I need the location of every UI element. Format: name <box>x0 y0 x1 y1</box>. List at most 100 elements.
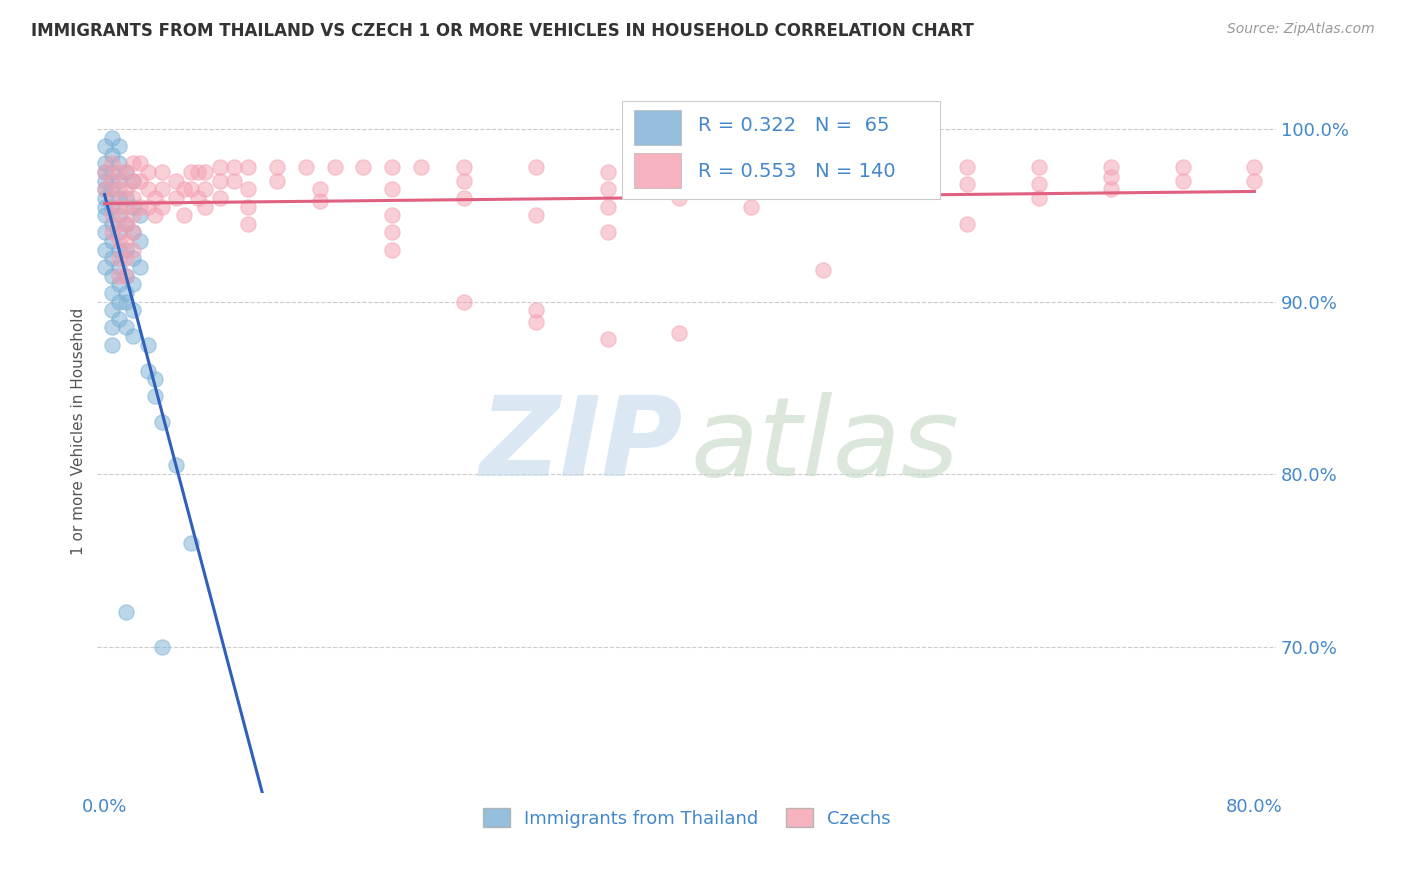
Point <box>93 182 115 196</box>
Point <box>309 194 332 209</box>
Point <box>136 200 159 214</box>
Point <box>668 191 690 205</box>
Point <box>108 268 131 283</box>
Point <box>100 130 122 145</box>
Point <box>100 208 122 222</box>
Point <box>187 165 209 179</box>
Point <box>115 217 138 231</box>
Point <box>194 182 217 196</box>
Point <box>524 160 547 174</box>
Point <box>208 174 231 188</box>
Point <box>115 200 138 214</box>
Point <box>108 260 131 274</box>
Point <box>122 200 145 214</box>
Point <box>294 160 316 174</box>
Point <box>100 268 122 283</box>
Point <box>93 208 115 222</box>
Point <box>93 156 115 170</box>
Point <box>238 217 260 231</box>
Point <box>122 191 145 205</box>
Point <box>208 191 231 205</box>
Text: IMMIGRANTS FROM THAILAND VS CZECH 1 OR MORE VEHICLES IN HOUSEHOLD CORRELATION CH: IMMIGRANTS FROM THAILAND VS CZECH 1 OR M… <box>31 22 974 40</box>
Point <box>122 226 145 240</box>
Point <box>453 191 475 205</box>
Point <box>453 160 475 174</box>
Point <box>122 243 145 257</box>
Point <box>93 191 115 205</box>
Point <box>381 182 404 196</box>
Point <box>136 363 159 377</box>
Point <box>108 217 131 231</box>
Point <box>129 260 152 274</box>
Point <box>1243 174 1265 188</box>
Point <box>115 182 138 196</box>
Point <box>136 165 159 179</box>
Point <box>1099 160 1122 174</box>
Point <box>100 337 122 351</box>
Point <box>143 389 166 403</box>
Point <box>115 165 138 179</box>
Point <box>122 277 145 292</box>
Point <box>222 160 245 174</box>
Point <box>122 156 145 170</box>
FancyBboxPatch shape <box>621 101 941 199</box>
Point <box>740 200 762 214</box>
Point <box>1028 177 1050 191</box>
Text: atlas: atlas <box>690 392 959 499</box>
Point <box>136 337 159 351</box>
Point <box>1099 170 1122 185</box>
Point <box>115 320 138 334</box>
Point <box>122 303 145 318</box>
Point <box>740 160 762 174</box>
Point <box>100 165 122 179</box>
Point <box>115 191 138 205</box>
Point <box>208 160 231 174</box>
Point <box>136 182 159 196</box>
Point <box>108 252 131 266</box>
Point <box>108 191 131 205</box>
Point <box>100 191 122 205</box>
Point <box>150 415 173 429</box>
FancyBboxPatch shape <box>634 110 681 145</box>
Point <box>108 208 131 222</box>
Point <box>143 372 166 386</box>
Point <box>524 208 547 222</box>
Point <box>1171 174 1194 188</box>
Point <box>150 640 173 654</box>
Point <box>108 174 131 188</box>
Point <box>108 226 131 240</box>
Point <box>884 165 907 179</box>
Point <box>115 294 138 309</box>
Y-axis label: 1 or more Vehicles in Household: 1 or more Vehicles in Household <box>72 308 86 555</box>
Point <box>115 268 138 283</box>
Point <box>173 208 195 222</box>
Point <box>194 200 217 214</box>
Point <box>194 165 217 179</box>
Point <box>93 200 115 214</box>
Point <box>122 174 145 188</box>
Point <box>115 605 138 619</box>
Legend: Immigrants from Thailand, Czechs: Immigrants from Thailand, Czechs <box>475 801 898 835</box>
Point <box>100 156 122 170</box>
Point <box>108 200 131 214</box>
Point <box>115 243 138 257</box>
Point <box>115 268 138 283</box>
Point <box>93 165 115 179</box>
Point <box>811 263 834 277</box>
Text: R = 0.322   N =  65: R = 0.322 N = 65 <box>699 116 890 135</box>
Point <box>596 226 619 240</box>
Point <box>143 208 166 222</box>
Point <box>266 174 288 188</box>
Point <box>122 174 145 188</box>
Point <box>108 139 131 153</box>
Point <box>100 234 122 248</box>
Point <box>596 165 619 179</box>
Point <box>108 277 131 292</box>
Point <box>129 156 152 170</box>
Point <box>150 182 173 196</box>
Point <box>108 234 131 248</box>
Point <box>100 174 122 188</box>
Point <box>165 174 187 188</box>
Point <box>108 156 131 170</box>
Point <box>150 165 173 179</box>
